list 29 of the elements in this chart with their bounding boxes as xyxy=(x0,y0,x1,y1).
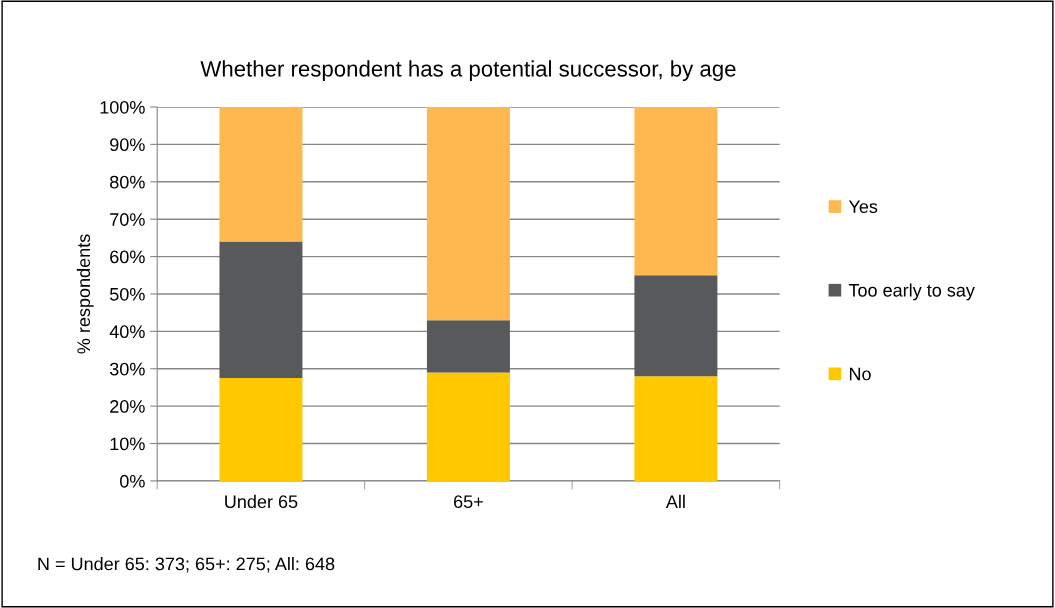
legend-label: Yes xyxy=(848,200,878,214)
legend-label: No xyxy=(849,367,871,381)
bar xyxy=(634,275,718,377)
y-tick-label: 60% xyxy=(110,250,145,264)
y-tick-label: 30% xyxy=(109,362,145,376)
y-axis-title: % respondents xyxy=(76,234,94,354)
bar xyxy=(634,376,718,481)
bar xyxy=(426,372,510,481)
chart-title: Whether respondent has a potential successor, by age xyxy=(200,60,736,82)
legend-label: Too early to say xyxy=(848,283,975,301)
y-tick-label: 0% xyxy=(120,474,145,488)
bar xyxy=(426,107,510,321)
y-tick-label: 50% xyxy=(109,287,145,301)
bar xyxy=(219,241,303,379)
bar xyxy=(426,320,510,373)
x-tick-label: Under 65 xyxy=(225,494,298,509)
x-tick-label: 65+ xyxy=(454,495,483,509)
text: N = Under 65: 373; 65+: 275; All: 648 xyxy=(38,557,335,573)
y-tick-label: 100% xyxy=(100,100,145,114)
y-tick-label: 80% xyxy=(110,175,145,189)
bar xyxy=(219,378,303,481)
y-tick-label: 10% xyxy=(110,437,145,451)
y-tick-label: 90% xyxy=(110,138,145,152)
y-tick-label: 40% xyxy=(109,325,145,339)
y-tick-label: 20% xyxy=(110,400,145,413)
x-tick-label: All xyxy=(665,494,685,508)
bar xyxy=(219,107,303,242)
y-tick-label: 70% xyxy=(110,213,145,226)
bar xyxy=(634,107,718,276)
